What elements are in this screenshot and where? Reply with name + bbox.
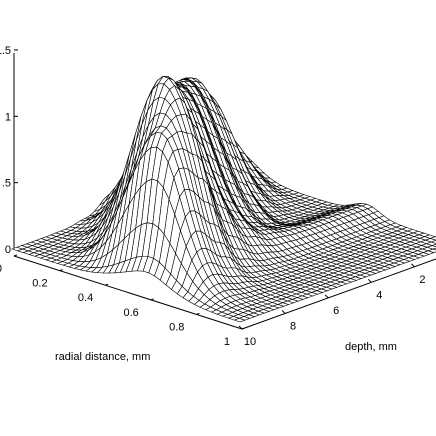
x-tick-mark	[13, 254, 18, 257]
z-tick-label: 0	[5, 244, 11, 256]
y-tick-mark	[324, 294, 329, 299]
x-tick-label: 0.6	[124, 307, 139, 319]
y-tick-label: 10	[244, 336, 256, 348]
x-tick-label: 0.2	[32, 278, 47, 290]
x-tick-label: 0.4	[78, 292, 93, 304]
x-tick-label: 0.8	[169, 321, 184, 333]
surface-mesh	[11, 75, 436, 323]
surface-mesh-cell	[431, 243, 436, 248]
y-tick-label: 2	[419, 274, 425, 286]
y-tick-label: 6	[333, 305, 339, 317]
y-axis-line	[241, 258, 436, 330]
plot-axes: 0 .5 1 1.5 0 0.2 0.4 0.6 0.8 1 2 4 6 8 10	[0, 45, 436, 348]
y-tick-mark	[367, 278, 372, 283]
axis-labels: radial distance, mm depth, mm	[55, 341, 397, 363]
y-axis-title: depth, mm	[345, 341, 397, 353]
y-tick-mark	[281, 310, 286, 314]
x-tick-mark	[196, 312, 200, 315]
z-tick-label: .5	[2, 178, 11, 190]
x-axis-title: radial distance, mm	[55, 351, 150, 363]
x-tick-mark	[150, 298, 154, 301]
z-tick-label: 1	[5, 111, 11, 123]
surface-mesh-cell	[233, 318, 246, 323]
surface-mesh-cell	[430, 239, 436, 244]
y-tick-mark	[238, 325, 243, 330]
y-tick-label: 8	[290, 320, 296, 332]
y-tick-label: 4	[376, 289, 382, 301]
x-tick-mark	[105, 283, 109, 286]
y-tick-mark	[411, 263, 415, 268]
surface-mesh-cell	[429, 236, 436, 241]
x-tick-mark	[59, 269, 63, 272]
x-tick-label: 0	[0, 263, 2, 275]
z-tick-label: 1.5	[0, 45, 11, 57]
x-axis-line	[13, 255, 243, 330]
x-tick-label: 1	[224, 336, 230, 348]
